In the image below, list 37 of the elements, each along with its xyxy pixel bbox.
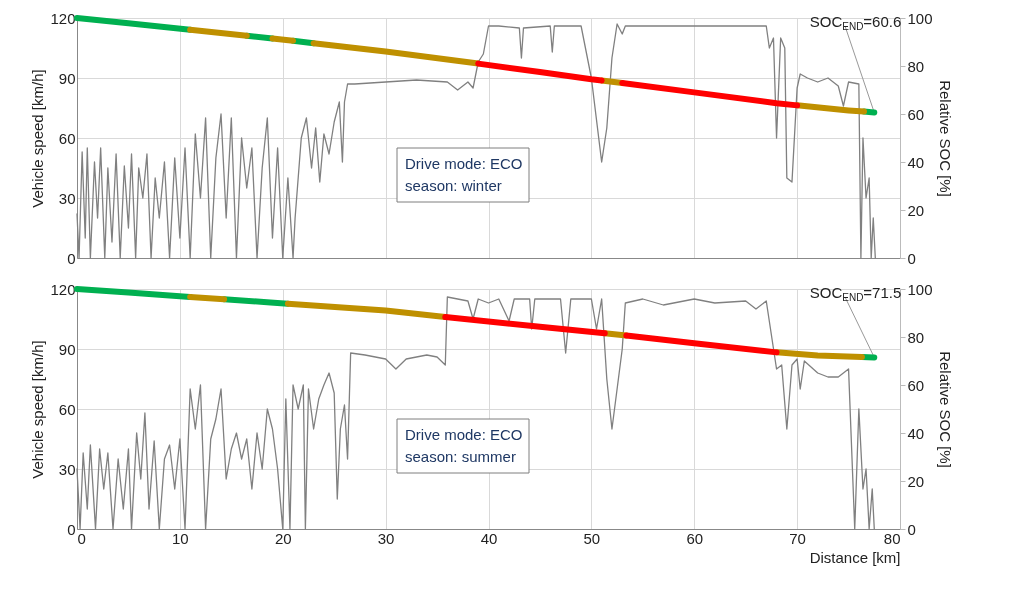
- y2-axis-title: Relative SOC [%]: [936, 80, 954, 197]
- y2-tick-label: 80: [907, 57, 925, 75]
- y2-tick-label: 100: [907, 9, 933, 27]
- y-tick-label: 60: [58, 129, 76, 147]
- y2-tick-label: 60: [907, 105, 925, 123]
- x-tick-label: 30: [377, 529, 395, 547]
- x-tick-label: 50: [583, 529, 601, 547]
- y-tick-label: 120: [50, 9, 76, 27]
- y2-tick-label: 20: [907, 201, 925, 219]
- y2-tick-label: 80: [907, 328, 925, 346]
- y2-tick-label: 0: [907, 249, 916, 267]
- y-axis-title: Vehicle speed [km/h]: [29, 69, 47, 208]
- x-axis-title: Distance [km]: [809, 548, 901, 566]
- y2-tick-label: 60: [907, 376, 925, 394]
- x-tick-label: 70: [789, 529, 806, 547]
- x-tick-label: 40: [480, 529, 498, 547]
- y2-tick-label: 100: [907, 280, 933, 298]
- x-tick-label: 80: [883, 529, 901, 547]
- annotation: Drive mode: ECO: [405, 155, 523, 172]
- annotation: season: summer: [405, 448, 516, 465]
- y2-axis-title: Relative SOC [%]: [936, 351, 954, 468]
- y-tick-label: 30: [58, 460, 76, 478]
- y-tick-label: 90: [58, 340, 76, 358]
- x-tick-label: 10: [172, 529, 189, 547]
- x-tick-label: 60: [686, 529, 704, 547]
- y2-tick-label: 20: [907, 472, 925, 490]
- y-axis-title: Vehicle speed [km/h]: [29, 340, 47, 479]
- annotation: Drive mode: ECO: [405, 426, 523, 443]
- y-tick-label: 30: [58, 189, 76, 207]
- y-tick-label: 90: [58, 69, 76, 87]
- y2-tick-label: 40: [907, 424, 925, 442]
- y-tick-label: 0: [67, 249, 76, 267]
- x-tick-label: 20: [274, 529, 292, 547]
- annotation: season: winter: [405, 177, 502, 194]
- y-tick-label: 120: [50, 280, 76, 298]
- y-tick-label: 60: [58, 400, 76, 418]
- y2-tick-label: 40: [907, 153, 925, 171]
